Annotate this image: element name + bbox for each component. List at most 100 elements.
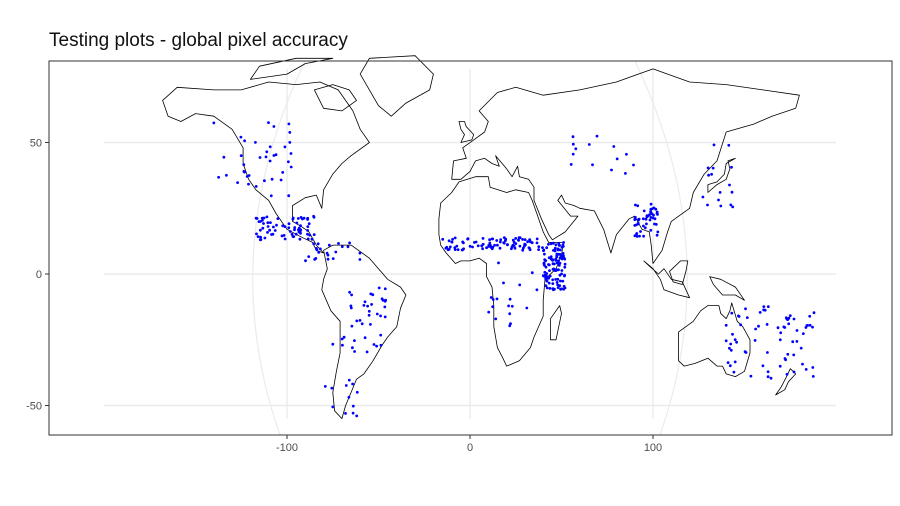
sample-point bbox=[349, 306, 353, 310]
sample-point bbox=[306, 237, 310, 241]
sample-point bbox=[562, 254, 565, 258]
sample-point bbox=[490, 237, 494, 241]
sample-point bbox=[634, 203, 637, 207]
sample-point bbox=[514, 237, 518, 240]
sample-point bbox=[561, 279, 565, 283]
sample-point bbox=[290, 232, 294, 236]
sample-point bbox=[804, 326, 808, 329]
sample-point bbox=[762, 308, 765, 312]
sample-point bbox=[337, 242, 340, 245]
coastline-madagascar bbox=[550, 305, 562, 341]
sample-point bbox=[293, 228, 296, 232]
sample-point bbox=[363, 336, 367, 340]
sample-point bbox=[706, 166, 710, 170]
sample-point bbox=[562, 287, 565, 291]
sample-point bbox=[545, 246, 549, 250]
sample-point bbox=[649, 228, 653, 232]
sample-point bbox=[733, 360, 737, 364]
sample-point bbox=[272, 154, 276, 157]
sample-point bbox=[488, 238, 491, 242]
sample-point bbox=[383, 287, 387, 291]
sample-point bbox=[812, 311, 816, 315]
sample-point bbox=[255, 232, 258, 236]
sample-point bbox=[377, 286, 381, 290]
sample-point bbox=[327, 243, 331, 247]
sample-point bbox=[344, 384, 348, 387]
sample-point bbox=[349, 304, 353, 308]
sample-point bbox=[558, 248, 562, 252]
sample-point bbox=[547, 242, 550, 246]
sample-point bbox=[355, 414, 359, 418]
sample-point bbox=[306, 232, 309, 236]
sample-point bbox=[262, 222, 265, 225]
sample-point bbox=[239, 135, 243, 139]
sample-point bbox=[554, 278, 558, 281]
sample-point bbox=[574, 147, 578, 151]
sample-point bbox=[225, 173, 228, 177]
sample-point bbox=[260, 216, 264, 220]
sample-point bbox=[571, 135, 575, 139]
sample-point bbox=[269, 194, 273, 198]
sample-point bbox=[306, 225, 310, 229]
sample-point bbox=[730, 311, 734, 315]
sample-point bbox=[706, 203, 709, 207]
sample-point bbox=[510, 304, 514, 308]
sample-point bbox=[766, 305, 770, 308]
sample-point bbox=[724, 339, 728, 343]
sample-point bbox=[509, 322, 512, 326]
sample-point bbox=[375, 344, 378, 348]
sample-point bbox=[552, 288, 555, 292]
sample-point bbox=[545, 272, 549, 275]
sample-point bbox=[542, 262, 546, 266]
sample-point bbox=[712, 143, 716, 147]
sample-point bbox=[730, 165, 733, 169]
sample-point bbox=[655, 233, 659, 237]
sample-point bbox=[258, 220, 262, 223]
sample-point bbox=[591, 163, 594, 167]
sample-point bbox=[351, 346, 354, 350]
sample-point bbox=[549, 255, 553, 259]
sample-point bbox=[259, 238, 263, 242]
sample-point bbox=[642, 234, 645, 238]
sample-point bbox=[447, 247, 451, 251]
coastline-arctic-islands bbox=[250, 57, 334, 80]
sample-point bbox=[512, 241, 516, 244]
sample-point bbox=[341, 343, 344, 347]
sample-point bbox=[642, 224, 645, 228]
sample-point bbox=[279, 178, 283, 182]
sample-point bbox=[494, 317, 498, 321]
sample-point bbox=[273, 229, 277, 232]
sample-point bbox=[735, 340, 738, 344]
sample-point bbox=[245, 175, 249, 178]
sample-point bbox=[448, 245, 452, 249]
sample-point bbox=[317, 251, 321, 254]
sample-point bbox=[645, 215, 649, 219]
sample-point bbox=[283, 225, 287, 229]
sample-point bbox=[776, 326, 780, 330]
sample-point bbox=[358, 319, 362, 322]
sample-point bbox=[729, 342, 733, 346]
sample-point bbox=[312, 214, 315, 218]
sample-point bbox=[732, 370, 736, 374]
sample-point bbox=[785, 372, 789, 376]
sample-point bbox=[545, 275, 549, 278]
sample-point bbox=[281, 224, 285, 228]
sample-point bbox=[513, 246, 517, 250]
sample-point bbox=[731, 205, 735, 209]
sample-point bbox=[625, 152, 628, 156]
sample-point bbox=[504, 239, 507, 243]
sample-point bbox=[595, 134, 599, 138]
sample-point bbox=[375, 312, 379, 316]
sample-point bbox=[724, 323, 728, 327]
sample-point bbox=[351, 404, 355, 408]
sample-point bbox=[624, 172, 627, 175]
sample-point bbox=[363, 300, 367, 304]
sample-point bbox=[498, 240, 502, 244]
sample-point bbox=[298, 229, 302, 233]
sample-point bbox=[701, 195, 705, 199]
sample-point bbox=[757, 324, 760, 328]
sample-point bbox=[632, 163, 635, 167]
sample-point bbox=[799, 346, 803, 350]
sample-point bbox=[242, 163, 246, 167]
coastline-new-guinea bbox=[709, 276, 745, 301]
